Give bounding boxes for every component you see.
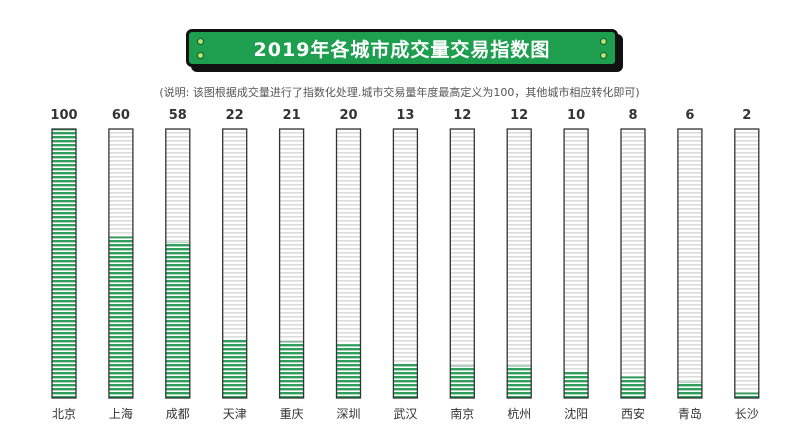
bar-outline [677,128,703,399]
bar-track [734,129,759,398]
tick-label: 深圳 [336,407,360,421]
data-label: 2 [742,108,751,123]
data-label: 10 [567,108,585,123]
bar-outline [620,128,646,399]
data-label: 60 [112,108,130,123]
bar-outline [449,128,475,399]
tick-label: 天津 [223,407,247,421]
tick-label: 重庆 [280,407,304,421]
bar [621,376,645,398]
tick-label: 长沙 [735,407,759,421]
decor-dot-icon [197,52,204,59]
chart-title: 2019年各城市成交量交易指数图 [253,38,551,61]
bar [507,365,532,398]
bar [279,341,304,398]
data-label: 100 [50,108,77,123]
bar [52,129,76,398]
tick-label: 杭州 [507,406,531,421]
bar [450,365,475,398]
bar-track [677,129,702,398]
decor-dot-icon [600,52,607,59]
bar [564,371,589,398]
data-label: 13 [396,108,414,123]
tick-label: 西安 [621,406,645,421]
bar [393,363,418,398]
tick-label: 武汉 [393,407,417,421]
bar-outline [222,128,248,399]
data-label: 12 [453,108,471,123]
bar-outline [392,128,419,399]
data-label: 8 [628,108,637,123]
bar-outline [563,128,589,399]
bar-outline [278,128,305,399]
tick-label: 北京 [52,407,76,421]
data-label: 58 [169,108,187,123]
bar-track [393,129,418,398]
tick-label: 上海 [109,406,133,421]
tick-label: 青岛 [678,406,702,421]
chart-subtitle: (说明: 该图根据成交量进行了指数化处理.城市交易量年度最高定义为100，其他城… [159,86,640,99]
bar [165,241,190,398]
tick-label: 沈阳 [564,406,588,421]
data-label: 20 [339,108,357,123]
bar-outline [506,128,532,399]
bar-track [621,129,645,398]
data-label: 22 [226,108,244,123]
bar [336,344,361,398]
bar-outline [734,128,760,399]
title-banner: 2019年各城市成交量交易指数图 [186,29,618,67]
bar-outline [335,128,362,399]
data-label: 21 [283,108,301,123]
decor-dot-icon [197,38,204,45]
bar-track [450,129,475,398]
data-label: 12 [510,108,528,123]
tick-label: 成都 [166,407,190,421]
bar-track [564,129,589,398]
bar-track [507,129,532,398]
bar-outline [108,128,134,399]
bar [677,381,702,398]
data-label: 6 [685,108,694,123]
decor-dot-icon [600,38,607,45]
bar [108,236,133,398]
bar-outline [51,128,77,399]
tick-label: 南京 [450,406,474,421]
bar [734,392,759,398]
bar-outline [165,128,191,399]
bar [222,338,247,398]
